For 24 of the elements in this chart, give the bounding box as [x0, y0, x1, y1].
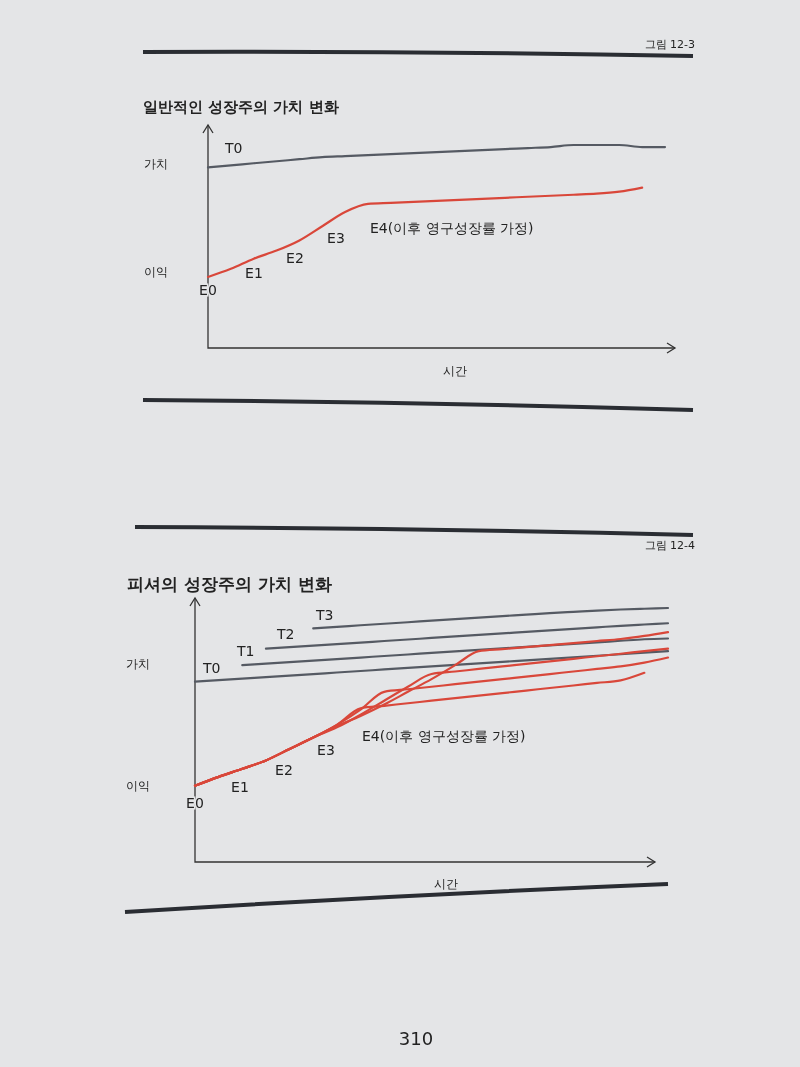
text: 이익 [126, 779, 150, 793]
text: 가치 [126, 657, 150, 671]
series-label: T0 [224, 140, 243, 156]
x-axis-title: 시간 [434, 877, 458, 891]
series-label: T3 [315, 607, 334, 623]
caption: 그림 12-3 [644, 38, 695, 51]
series-label: T0 [202, 660, 221, 676]
annotation: E2 [275, 762, 293, 778]
text: 가치 [144, 157, 168, 171]
x-axis-title: 시간 [443, 364, 467, 378]
annotation: E3 [327, 230, 345, 246]
text: 이익 [144, 265, 168, 279]
text: 310 [398, 1028, 434, 1049]
caption: 그림 12-4 [644, 539, 695, 552]
annotation: E4(이후 영구성장률 가정) [370, 220, 534, 236]
series-label: T2 [276, 626, 295, 642]
annotation: E3 [317, 742, 335, 758]
annotation: E1 [245, 265, 263, 281]
chart-title: 일반적인 성장주의 가치 변화 [143, 98, 339, 116]
annotation: E2 [286, 250, 304, 266]
series-label: T1 [236, 643, 255, 659]
chart-title: 피셔의 성장주의 가치 변화 [127, 574, 332, 594]
annotation: E4(이후 영구성장률 가정) [362, 728, 526, 744]
annotation: E1 [231, 779, 249, 795]
